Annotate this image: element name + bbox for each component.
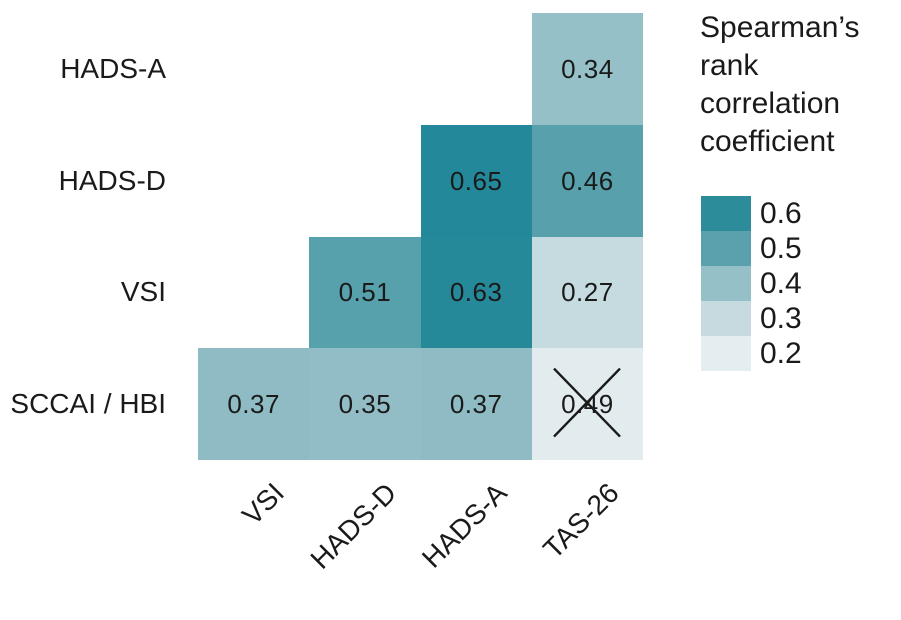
legend-entry: 0.4 [701, 266, 802, 301]
legend-swatch [701, 196, 751, 231]
column-label: HADS-D [303, 477, 402, 575]
legend-swatch [701, 231, 751, 266]
heatmap-cell: 0.65 [420, 124, 532, 237]
cell-value: 0.63 [449, 277, 503, 308]
legend-color-scale: 0.6 0.5 0.4 0.3 0.2 [701, 196, 802, 371]
heatmap-grid: 0.34 0.65 0.46 0.51 0.63 0.27 0.37 0.35 0.37 0.49 [198, 13, 644, 461]
heatmap-cell: 0.34 [531, 13, 643, 125]
cell-value: 0.37 [449, 389, 503, 420]
cell-value: 0.27 [561, 277, 614, 308]
row-label: HADS-A [60, 52, 166, 84]
row-label: SCCAI / HBI [10, 388, 166, 420]
cell-value: 0.37 [227, 389, 280, 420]
legend-label: 0.5 [760, 231, 802, 265]
column-label: HADS-A [416, 477, 514, 574]
legend-label: 0.3 [760, 301, 802, 335]
legend-entry: 0.3 [701, 301, 802, 336]
heatmap-cell: 0.46 [531, 124, 643, 237]
legend-label: 0.2 [760, 336, 802, 370]
heatmap-cell: 0.37 [420, 348, 532, 460]
row-label: HADS-D [58, 164, 166, 196]
column-label: VSI [236, 477, 291, 531]
heatmap-cell: 0.27 [531, 236, 643, 349]
cell-value: 0.34 [561, 53, 614, 84]
cell-value: 0.35 [338, 389, 392, 420]
heatmap-cell: 0.37 [198, 348, 310, 460]
heatmap-cell: 0.51 [309, 236, 421, 349]
heatmap-cell: 0.35 [309, 348, 421, 460]
heatmap-cell: 0.49 [531, 348, 643, 460]
cell-value: 0.51 [338, 277, 392, 308]
cell-value: 0.65 [449, 165, 503, 196]
legend-entry: 0.5 [701, 231, 802, 266]
legend-swatch [701, 266, 751, 301]
legend-swatch [701, 336, 751, 371]
legend-swatch [701, 301, 751, 336]
heatmap-cell: 0.63 [420, 236, 532, 349]
cross-out-icon [553, 367, 622, 438]
row-label: VSI [120, 276, 166, 308]
legend-label: 0.6 [760, 196, 802, 230]
column-label: TAS-26 [536, 477, 625, 565]
cell-value: 0.46 [561, 165, 614, 196]
legend-title: Spearman’s rank correlation coefficient [700, 11, 860, 158]
legend-label: 0.4 [760, 266, 802, 300]
legend-entry: 0.6 [701, 196, 802, 231]
legend-entry: 0.2 [701, 336, 802, 371]
